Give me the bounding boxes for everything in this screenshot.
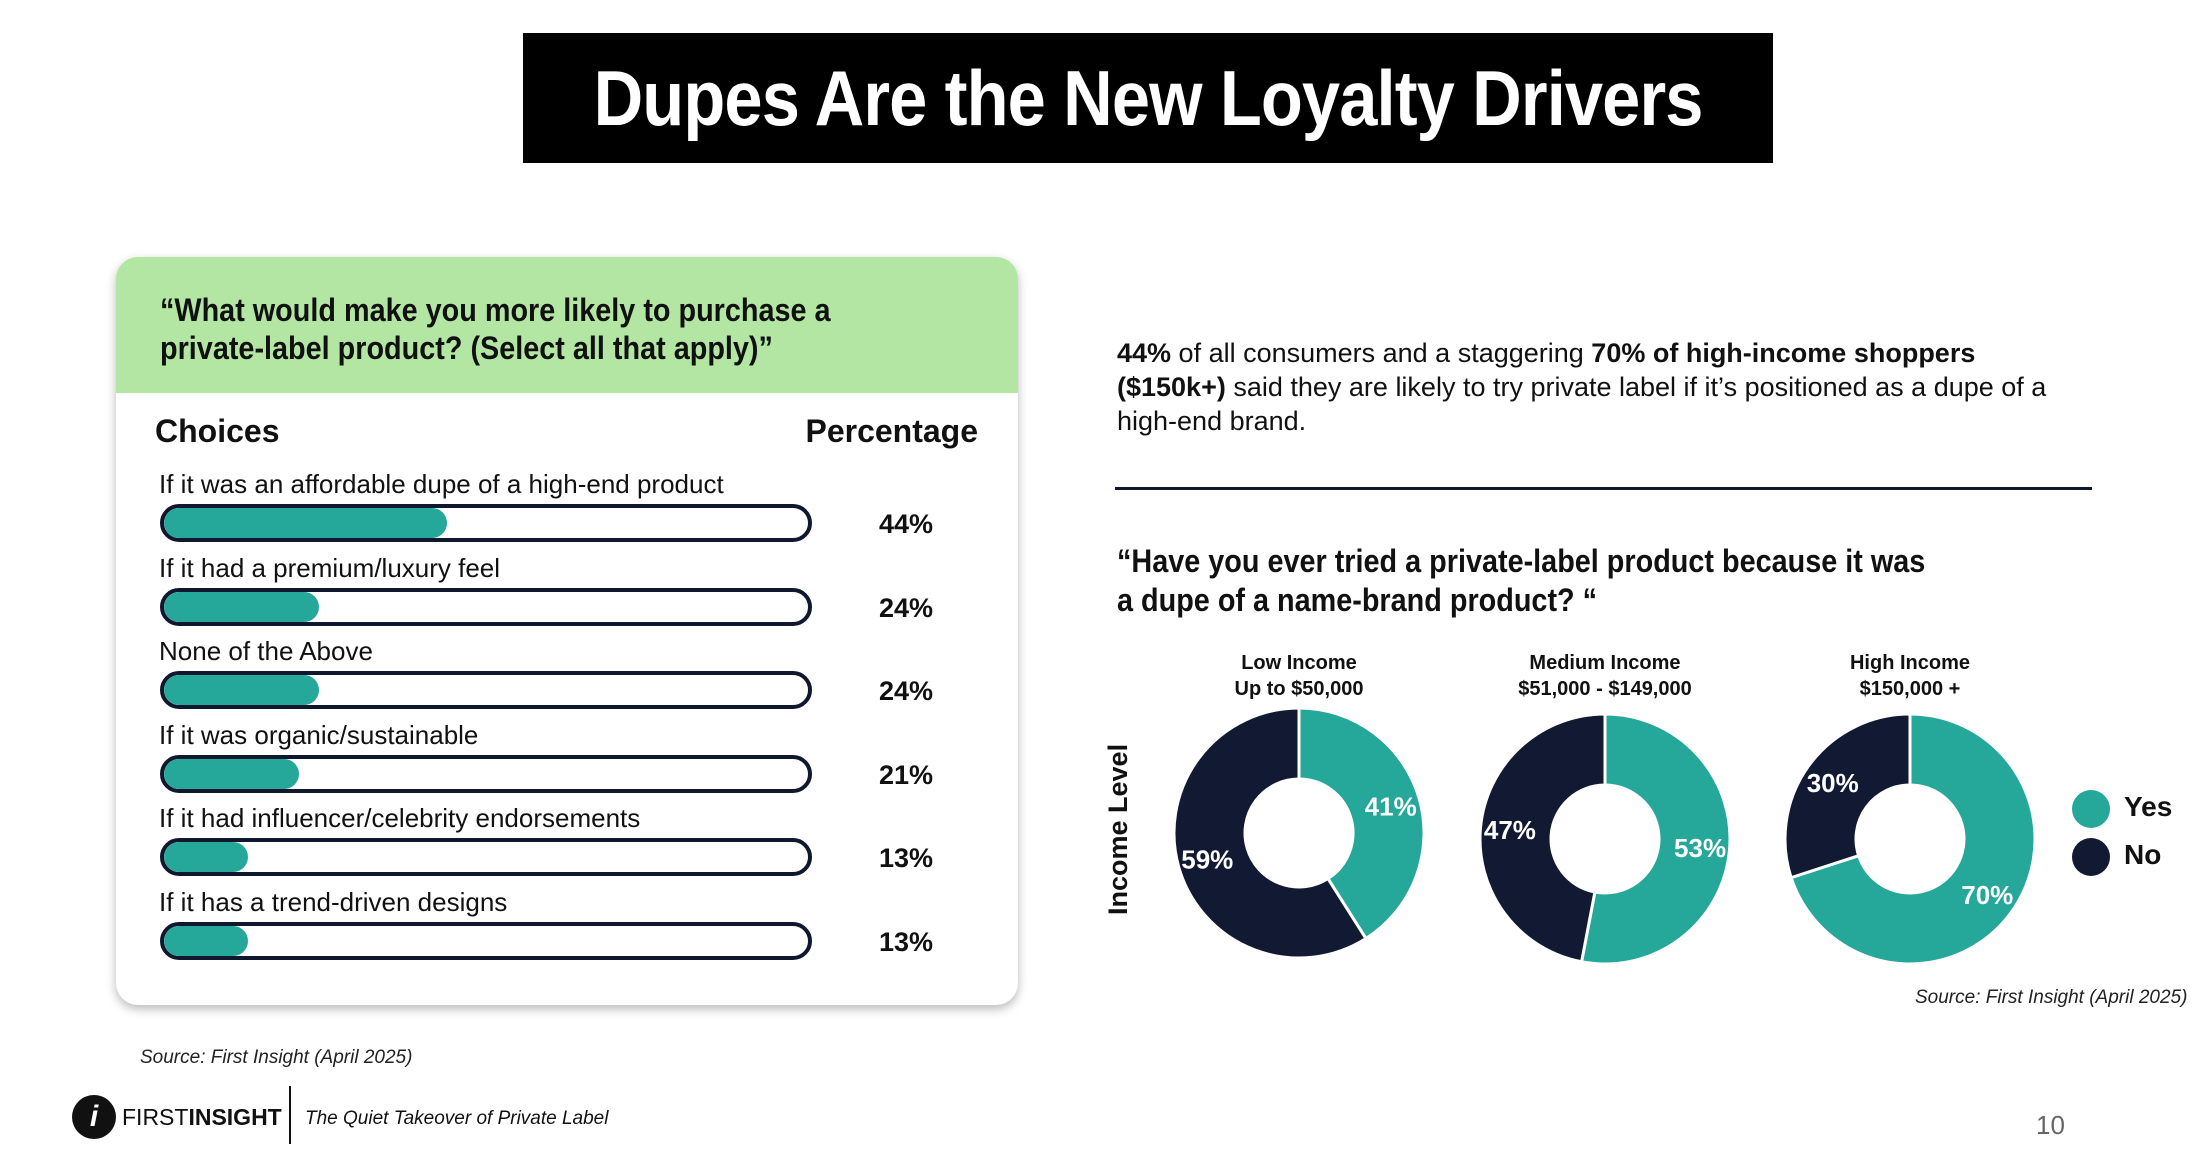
donut-slice-no — [1783, 712, 1912, 880]
right-source: Source: First Insight (April 2025) — [1915, 987, 2188, 1008]
page-number: 10 — [2036, 1110, 2065, 1140]
brand-logo: i FIRSTINSIGHT — [72, 1095, 282, 1139]
donut-title-range: $51,000 - $149,000 — [1518, 678, 1692, 700]
logo-first: FIRST — [122, 1103, 189, 1130]
stat-highlight-2: 70% of high-income shoppers ($150k+) — [1117, 338, 1976, 402]
section-divider — [1115, 487, 2092, 490]
bar-fill — [164, 926, 248, 956]
stat-text-1: of all consumers and a staggering — [1171, 338, 1592, 368]
stat-highlight-1: 44% — [1117, 338, 1172, 368]
donut-title: Medium Income $51,000 - $149,000 — [1475, 650, 1735, 702]
donut-title-name: High Income — [1849, 652, 1970, 674]
logo-wordmark: FIRSTINSIGHT — [122, 1104, 282, 1131]
logo-second: INSIGHT — [188, 1103, 282, 1130]
left-source: Source: First Insight (April 2025) — [140, 1047, 413, 1068]
bar-label: If it had a premium/luxury feel — [159, 552, 501, 583]
bar-fill — [164, 842, 248, 873]
bar-label: If it was an affordable dupe of a high-e… — [159, 469, 724, 499]
donut-label-no: 30% — [1807, 768, 1859, 798]
bar-track — [160, 504, 812, 542]
footer-subtitle: The Quiet Takeover of Private Label — [305, 1108, 609, 1129]
donut-label-yes: 41% — [1365, 791, 1417, 821]
stat-paragraph: 44% of all consumers and a staggering 70… — [1117, 336, 2057, 438]
donut-slice-yes — [1579, 712, 1732, 966]
logo-icon: i — [72, 1095, 116, 1139]
bar-value-label: 44% — [878, 509, 934, 539]
card-question: “What would make you more likely to purc… — [160, 292, 831, 366]
bar-row: None of the Above 24% — [116, 636, 1018, 716]
donut-title-range: Up to $50,000 — [1234, 678, 1364, 700]
bar-track — [160, 587, 812, 626]
legend-no-label: No — [2124, 839, 2162, 870]
donut-slice-yes — [1789, 712, 2037, 966]
donut-title-name: Low Income — [1241, 652, 1357, 674]
bar-row: If it was organic/sustainable 21% — [116, 720, 1018, 800]
bar-track — [160, 838, 812, 877]
page-title: Dupes Are the New Loyalty Drivers — [593, 53, 1704, 142]
donut-slice-no — [1478, 712, 1607, 964]
bar-row: If it had a premium/luxury feel 24% — [116, 553, 1018, 633]
choices-header: Choices — [155, 413, 280, 449]
title-banner: Dupes Are the New Loyalty Drivers — [523, 33, 1773, 163]
card-header: “What would make you more likely to purc… — [116, 257, 1018, 393]
bar-track — [160, 922, 812, 960]
bar-row: If it had influencer/celebrity endorseme… — [116, 803, 1018, 883]
donut-label-no: 47% — [1484, 815, 1536, 845]
donut-question: “Have you ever tried a private-label pro… — [1117, 543, 1926, 618]
percentage-header: Percentage — [805, 413, 978, 449]
bar-value-label: 13% — [878, 927, 934, 957]
bar-track — [160, 671, 812, 710]
legend-yes-swatch — [2072, 790, 2110, 828]
bar-label: If it had influencer/celebrity endorseme… — [159, 803, 641, 834]
stat-text-2: said they are likely to try private labe… — [1117, 372, 2047, 436]
bar-value-label: 24% — [878, 676, 934, 707]
bar-fill — [164, 508, 448, 538]
donut-label-yes: 53% — [1674, 833, 1726, 863]
bar-label: None of the Above — [159, 636, 373, 667]
bar-track — [160, 754, 812, 793]
donut-title: Low Income Up to $50,000 — [1169, 650, 1429, 702]
donut-slice-no — [1172, 706, 1369, 960]
bar-row: If it was an affordable dupe of a high-e… — [116, 469, 1018, 549]
legend-no-swatch — [2072, 838, 2110, 876]
legend-yes-label: Yes — [2124, 791, 2173, 822]
donut-title-range: $150,000 + — [1859, 678, 1961, 700]
bar-fill — [164, 591, 319, 622]
bar-label: If it was organic/sustainable — [159, 719, 479, 750]
bar-value-label: 13% — [878, 843, 934, 874]
bar-fill — [164, 758, 300, 789]
bar-value-label: 21% — [878, 759, 934, 790]
bar-value-label: 24% — [878, 592, 934, 623]
donut-title-name: Medium Income — [1529, 652, 1681, 674]
donut-title: High Income $150,000 + — [1780, 650, 2040, 702]
bar-label: If it has a trend-driven designs — [159, 887, 508, 917]
bar-row: If it has a trend-driven designs 13% — [116, 887, 1018, 967]
footer-divider — [289, 1086, 291, 1144]
donut-label-no: 59% — [1181, 845, 1233, 875]
survey-card: “What would make you more likely to purc… — [116, 257, 1018, 1005]
bar-fill — [164, 675, 319, 706]
donut-label-yes: 70% — [1961, 880, 2013, 910]
